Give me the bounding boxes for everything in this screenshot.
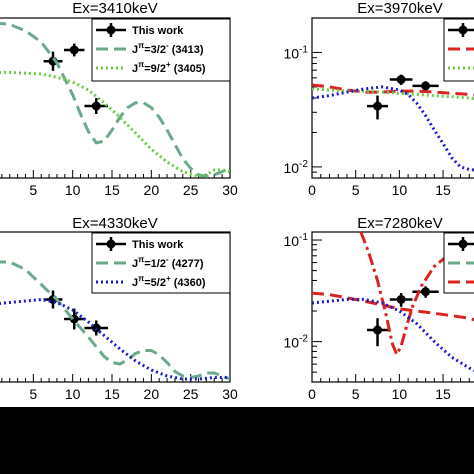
x-tick-label: 15 <box>435 182 451 198</box>
y-tick-label: 10-1 <box>284 232 309 249</box>
x-tick-label: 5 <box>352 182 360 198</box>
series-line-1 <box>0 260 230 381</box>
x-tick-label: 25 <box>183 182 199 198</box>
series-line-2 <box>312 87 474 101</box>
series-line-3 <box>312 85 474 172</box>
x-tick-label: 0 <box>308 182 316 198</box>
legend-label: This work <box>132 239 184 251</box>
legend: This work Jπ=3/2- (3413) Jπ=9/2+ (3405) <box>91 18 231 82</box>
legend-label: This work <box>132 25 184 37</box>
panel-title: Ex=4330keV <box>72 215 157 232</box>
legend <box>443 232 474 294</box>
x-tick-label: 10 <box>392 386 408 402</box>
data-point <box>373 325 383 335</box>
x-tick-label: 25 <box>183 386 199 402</box>
legend-marker-point <box>458 25 468 35</box>
x-tick-label: 5 <box>29 386 37 402</box>
panel-4: Ex=7280keV 0 5 10 15 10-1 10-2 <box>284 215 474 402</box>
series-group <box>0 260 230 381</box>
x-tick-label: 30 <box>222 182 238 198</box>
legend-label: Jπ=9/2+ (3405) <box>132 60 206 75</box>
x-tick-label: 5 <box>352 386 360 402</box>
panel-title: Ex=7280keV <box>357 215 442 232</box>
legend <box>443 18 474 82</box>
x-tick-label: 30 <box>222 386 238 402</box>
x-tick-label: 20 <box>144 182 160 198</box>
panel-title: Ex=3970keV <box>357 0 442 17</box>
data-point <box>421 81 431 91</box>
x-tick-label: 15 <box>104 386 120 402</box>
y-tick-label: 10-1 <box>284 44 309 61</box>
y-tick-label: 10-2 <box>284 334 309 351</box>
series-line-3 <box>312 297 474 372</box>
x-tick-label: 15 <box>435 386 451 402</box>
legend: This work Jπ=1/2- (4277) Jπ=5/2+ (4360) <box>91 232 231 294</box>
x-tick-label: 15 <box>104 182 120 198</box>
x-tick-label: 20 <box>144 386 160 402</box>
series-line-1 <box>0 21 230 178</box>
series-group <box>312 74 474 172</box>
legend-label: Jπ=3/2- (3413) <box>132 41 204 56</box>
series-group <box>0 21 230 178</box>
panel-3: Ex=4330keV 5 10 15 20 25 30 This work Jπ=1/2- (4… <box>0 215 238 402</box>
x-tick-label: 5 <box>29 182 37 198</box>
x-tick-label: 0 <box>308 386 316 402</box>
legend-label: Jπ=1/2- (4277) <box>132 255 204 270</box>
series-line-2 <box>0 297 230 381</box>
data-point <box>373 101 383 111</box>
legend-marker-point <box>106 25 116 35</box>
series-line-2 <box>0 70 230 178</box>
plot-frame <box>311 231 474 383</box>
legend-marker-point <box>106 239 116 249</box>
x-tick-label: 10 <box>392 182 408 198</box>
panel-title: Ex=3410keV <box>72 0 157 17</box>
black-band <box>0 407 474 474</box>
x-tick-label: 10 <box>65 386 81 402</box>
legend-label: Jπ=5/2+ (4360) <box>132 274 206 289</box>
panel-1: Ex=3410keV 5 10 15 20 25 30 This work Jπ=3/2- (3… <box>0 0 238 198</box>
legend-marker-point <box>458 239 468 249</box>
x-tick-label: 10 <box>65 182 81 198</box>
data-point <box>421 287 431 297</box>
data-point <box>69 45 79 55</box>
panel-2: Ex=3970keV 0 5 10 15 10-1 10-2 <box>284 0 474 198</box>
series-line-1 <box>312 83 474 97</box>
y-tick-label: 10-2 <box>284 159 309 176</box>
data-point <box>396 75 406 85</box>
data-point <box>396 294 406 304</box>
data-point <box>91 101 101 111</box>
series-line-2 <box>312 291 474 322</box>
